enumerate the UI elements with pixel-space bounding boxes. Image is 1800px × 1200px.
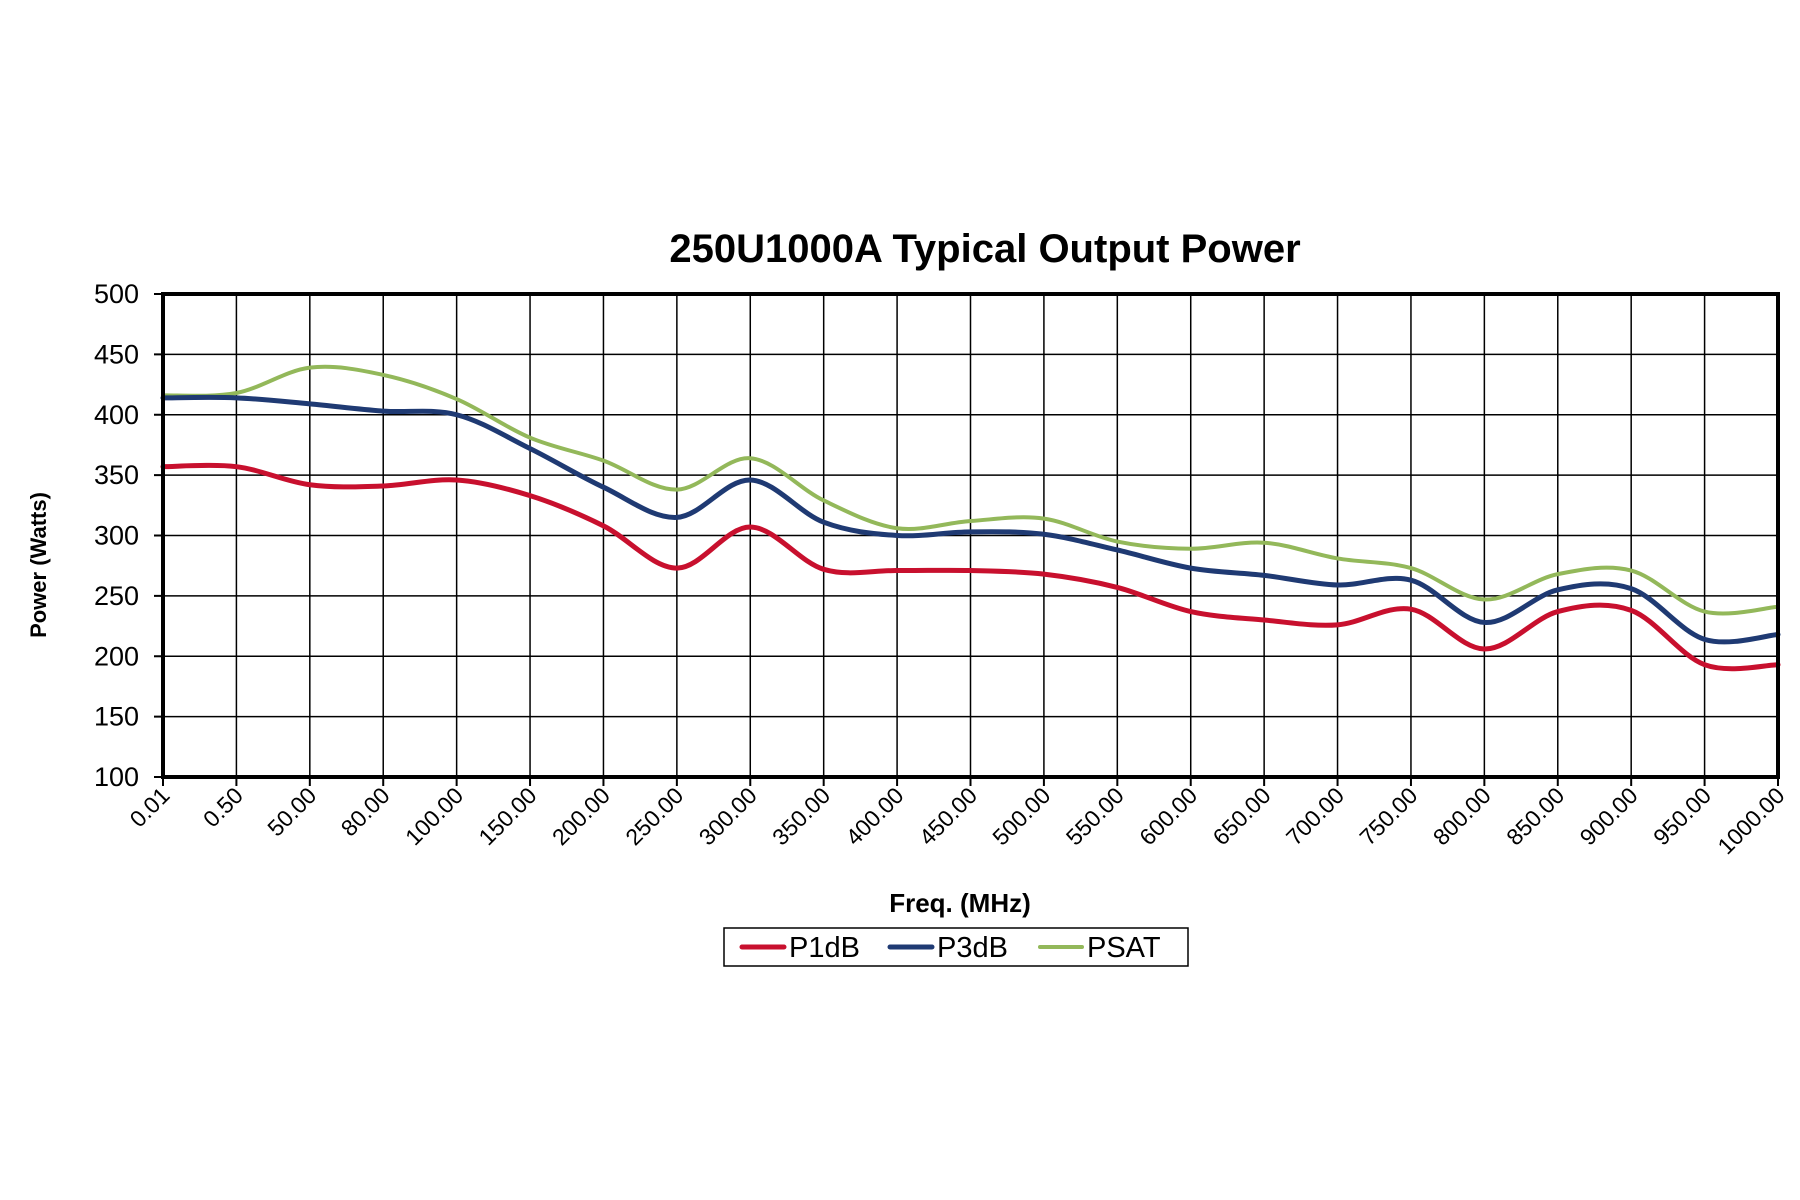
legend-box [723,927,1189,967]
chart-title: 250U1000A Typical Output Power [669,227,1300,271]
y-tick-label: 300 [94,521,139,551]
x-tick-label: 900.00 [1575,782,1643,850]
series-lines [160,364,1781,672]
x-tick-label: 650.00 [1208,782,1276,850]
y-tick-label: 350 [94,460,139,490]
x-tick-label: 750.00 [1354,782,1422,850]
x-tick-label: 550.00 [1061,782,1129,850]
x-tick-label: 150.00 [473,782,541,850]
y-tick-label: 150 [94,702,139,732]
x-tick-label: 400.00 [840,782,908,850]
x-tick-labels: 0.01 0.50 50.00 80.00 100.00 150.00 200.00 250.… [124,777,1790,859]
legend-label-p1db: P1dB [789,932,860,964]
x-tick-label: 500.00 [987,782,1055,850]
y-tick-label: 250 [94,581,139,611]
plot-frame [161,292,1780,779]
x-tick-label: 1000.00 [1712,782,1789,859]
legend-label-p3db: P3dB [937,932,1008,964]
y-axis-label: Power (Watts) [26,492,51,638]
x-tick-label: 200.00 [547,782,615,850]
x-tick-label: 950.00 [1648,782,1716,850]
x-tick-label: 450.00 [914,782,982,850]
x-tick-label: 850.00 [1501,782,1569,850]
x-tick-label: 80.00 [336,782,395,841]
x-tick-label: 300.00 [694,782,762,850]
series-line-p1db [160,462,1781,672]
x-axis-label: Freq. (MHz) [889,888,1031,918]
series-line-psat [161,364,1780,616]
y-tick-label: 200 [94,641,139,671]
y-tick-label: 500 [94,279,139,309]
x-tick-label: 0.50 [198,782,248,832]
y-tick-labels: 100 150 200 250 300 350 400 450 500 [94,279,163,792]
x-tick-label: 700.00 [1281,782,1349,850]
x-tick-label: 100.00 [400,782,468,850]
x-tick-label: 50.00 [262,782,321,841]
x-tick-label: 600.00 [1134,782,1202,850]
legend: P1dB P3dB PSAT [723,927,1189,967]
series-line-p3db [160,394,1781,645]
legend-label-psat: PSAT [1087,932,1161,964]
gridlines [162,293,1779,778]
x-tick-label: 250.00 [620,782,688,850]
x-tick-label: 350.00 [767,782,835,850]
y-tick-label: 100 [94,762,139,792]
y-tick-label: 400 [94,400,139,430]
x-tick-label: 800.00 [1428,782,1496,850]
y-tick-label: 450 [94,339,139,369]
